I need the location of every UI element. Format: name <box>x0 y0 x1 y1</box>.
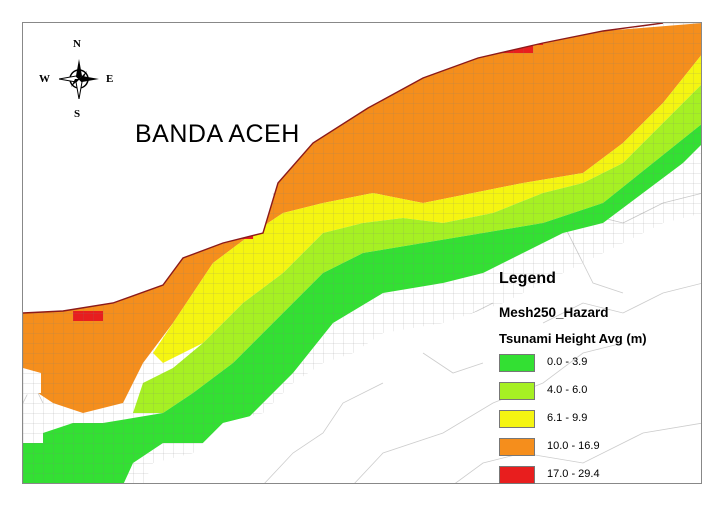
legend-item: 0.0 - 3.9 <box>499 354 679 374</box>
compass-east-label: E <box>106 73 114 85</box>
legend-field-name: Tsunami Height Avg (m) <box>499 331 647 346</box>
legend-item: 6.1 - 9.9 <box>499 410 679 430</box>
legend-item-label: 6.1 - 9.9 <box>547 412 588 424</box>
legend-swatch <box>499 438 535 456</box>
place-label: BANDA ACEH <box>135 120 300 148</box>
compass-south-label: S <box>74 108 81 120</box>
legend-swatch <box>499 354 535 372</box>
inland-boundaries <box>264 262 701 483</box>
compass-north-label: N <box>73 38 81 50</box>
legend-item-label: 17.0 - 29.4 <box>547 468 600 480</box>
legend-item-label: 0.0 - 3.9 <box>547 356 588 368</box>
map-frame[interactable] <box>22 22 702 484</box>
legend-item-label: 4.0 - 6.0 <box>547 384 588 396</box>
legend-item: 17.0 - 29.4 <box>499 466 679 486</box>
coastline <box>23 23 664 314</box>
legend-swatch <box>499 466 535 484</box>
legend-item: 10.0 - 16.9 <box>499 438 679 458</box>
legend-title: Legend <box>499 270 556 287</box>
compass-west-label: W <box>39 73 50 85</box>
legend-item-label: 10.0 - 16.9 <box>547 440 600 452</box>
compass-icon <box>59 59 99 99</box>
legend-item: 4.0 - 6.0 <box>499 382 679 402</box>
legend-swatch <box>499 382 535 400</box>
legend-layer-name: Mesh250_Hazard <box>499 305 609 320</box>
hazard-map[interactable] <box>23 23 702 484</box>
legend-swatch <box>499 410 535 428</box>
compass-rose: N W E S <box>36 38 128 120</box>
inland-area <box>143 213 701 483</box>
